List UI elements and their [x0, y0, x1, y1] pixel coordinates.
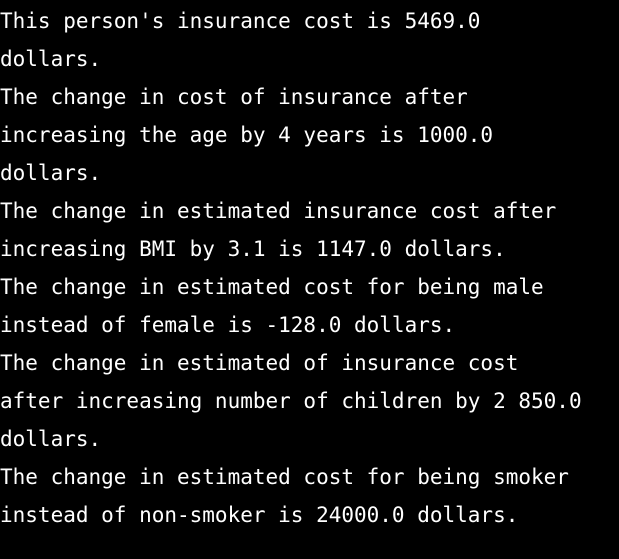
- output-line: The change in cost of insurance after: [0, 85, 468, 109]
- output-line: The change in estimated cost for being m…: [0, 275, 544, 299]
- output-line: The change in estimated of insurance cos…: [0, 351, 519, 375]
- output-line: This person's insurance cost is 5469.0: [0, 9, 481, 33]
- output-line: instead of female is -128.0 dollars.: [0, 313, 456, 337]
- output-line: increasing the age by 4 years is 1000.0: [0, 123, 494, 147]
- output-line: The change in estimated cost for being s…: [0, 465, 569, 489]
- output-line: dollars.: [0, 427, 102, 451]
- output-line: after increasing number of children by 2…: [0, 389, 582, 413]
- output-line: instead of non-smoker is 24000.0 dollars…: [0, 503, 519, 527]
- output-line: dollars.: [0, 47, 102, 71]
- output-line: The change in estimated insurance cost a…: [0, 199, 557, 223]
- output-line: increasing BMI by 3.1 is 1147.0 dollars.: [0, 237, 506, 261]
- output-line: dollars.: [0, 161, 102, 185]
